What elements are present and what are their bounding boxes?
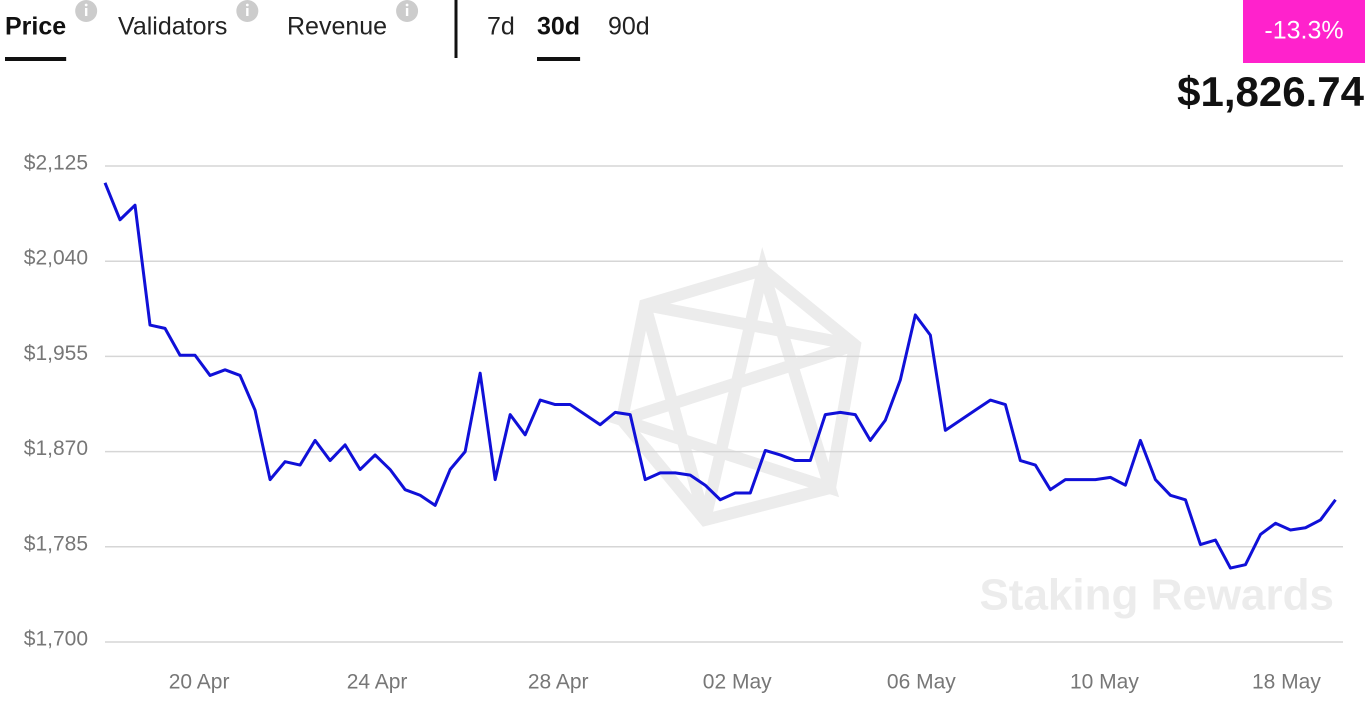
x-tick-label: 24 Apr — [347, 671, 408, 694]
x-tick-label: 10 May — [1070, 671, 1139, 694]
range-tab[interactable]: 7d — [487, 13, 515, 41]
x-tick-label: 18 May — [1252, 671, 1321, 694]
change-badge — [1243, 0, 1365, 63]
metric-tab[interactable]: Validators — [118, 13, 227, 41]
range-tab[interactable]: 30d — [537, 13, 580, 41]
info-icon-dot — [405, 3, 409, 7]
y-tick-label: $2,040 — [24, 247, 88, 270]
x-tick-label: 02 May — [703, 671, 772, 694]
watermark: Staking Rewards — [979, 571, 1334, 620]
change-value: -13.3% — [1264, 17, 1343, 45]
x-tick-label: 06 May — [887, 671, 956, 694]
range-tab[interactable]: 90d — [608, 13, 650, 41]
y-tick-label: $1,955 — [24, 342, 88, 365]
info-icon-dot — [84, 3, 88, 7]
info-icon-glyph — [246, 8, 249, 16]
price-line — [103, 182, 1337, 570]
current-price: $1,826.74 — [1177, 68, 1364, 115]
info-icon-glyph — [405, 8, 409, 16]
metric-tab[interactable]: Revenue — [287, 13, 387, 41]
metric-tab[interactable]: Price — [5, 13, 66, 41]
y-tick-label: $1,700 — [24, 628, 88, 651]
tab-underline — [5, 57, 67, 61]
y-tick-label: $1,870 — [24, 437, 88, 460]
watermark-logo — [602, 246, 862, 527]
y-tick-label: $2,125 — [24, 152, 88, 175]
info-icon-glyph — [84, 8, 88, 16]
range-underline — [537, 57, 581, 61]
info-icon-dot — [245, 3, 249, 7]
x-tick-label: 20 Apr — [169, 671, 230, 694]
y-tick-label: $1,785 — [24, 532, 88, 555]
x-tick-label: 28 Apr — [528, 671, 589, 694]
